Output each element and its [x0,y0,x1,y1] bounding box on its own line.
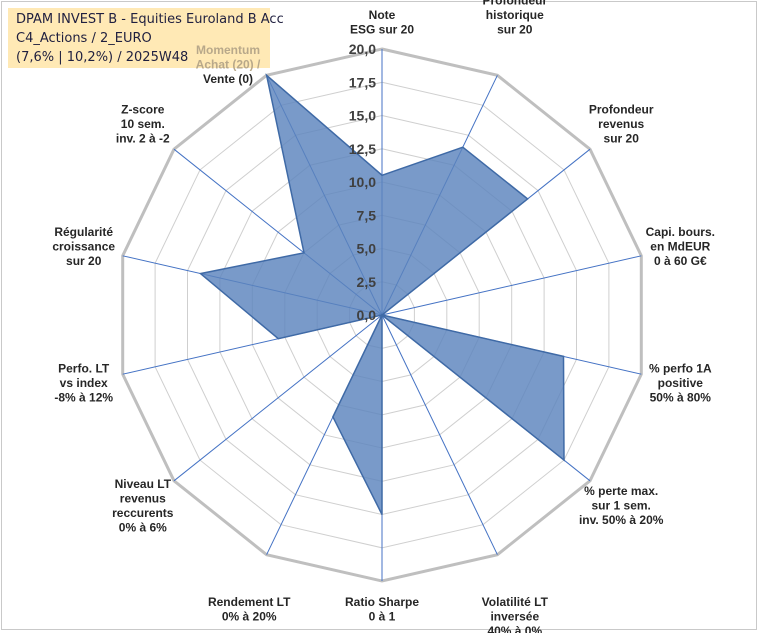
radar-axis-label: Rendement LT [208,595,291,609]
radar-data-point [381,514,383,515]
radar-axis-label: Volatilité LT [482,595,549,609]
radar-tick-label: 20,0 [349,41,376,57]
radar-axis-label: inv. 2 à -2 [116,132,170,146]
radar-axis-label: % perte max. [584,484,658,498]
radar-spoke [381,314,498,555]
radar-axis-label: revenus [598,117,644,131]
chart-title-box: DPAM INVEST B - Equities Euroland B Acc … [8,8,284,68]
radar-axis-label: Z-score [121,103,165,117]
radar-axis-label: 0 à 60 G€ [654,254,707,268]
radar-axis-label: Achat (20) / [196,58,261,72]
radar-axis-label: sur 20 [497,23,533,37]
radar-axis-label: Niveau LT [115,477,172,491]
radar-axis-label: 0 à 1 [369,610,396,624]
radar-data-point [266,74,268,76]
title-line-2: C4_Actions / 2_EURO [16,31,152,46]
radar-data-point [303,252,305,254]
radar-axis-label: Note [369,8,396,22]
radar-tick-label: 2,5 [357,274,377,290]
radar-axis-label: positive [658,376,704,390]
radar-data-point [563,459,565,461]
radar-spoke [381,255,642,316]
radar-data-point [462,146,464,148]
radar-axis-label: croissance [52,240,115,254]
radar-axis-label: Capi. bours. [646,225,715,239]
radar-tick-label: 12,5 [349,141,376,157]
radar-data-point [381,174,383,176]
radar-axis-label: Profondeur [482,0,547,8]
radar-axis-label: -8% à 12% [54,390,113,404]
radar-axis-label: ESG sur 20 [350,23,414,37]
title-line-3: (7,6% | 10,2%) / 2025W48 [16,50,189,65]
radar-tick-label: 17,5 [349,74,376,90]
radar-axis-label: Momentum [196,43,260,57]
radar-axis-label: 40% à 0% [487,624,542,633]
radar-tick-label: 10,0 [349,174,376,190]
radar-tick-label: 5,0 [357,241,377,257]
radar-axis-label: Régularité [54,225,113,239]
radar-axis-label: Ratio Sharpe [345,595,419,609]
radar-tick-label: 7,5 [357,207,377,223]
radar-data-point [527,198,529,200]
radar-axis-label: vs index [60,376,108,390]
radar-axis-label: revenus [120,491,166,505]
radar-data-point [200,273,201,275]
radar-axis-label: inversée [490,610,539,624]
radar-data-point [563,355,564,357]
radar-axis-label: reccurents [112,506,174,520]
radar-axis-label: inv. 50% à 20% [579,513,664,527]
radar-data-point [381,314,383,316]
radar-axis-label: sur 20 [66,254,102,268]
radar-axis-label: en MdEUR [650,240,710,254]
radar-spoke [173,314,383,482]
radar-axis-label: Profondeur [589,103,654,117]
radar-axis-label: sur 1 sem. [592,499,651,513]
title-line-1: DPAM INVEST B - Equities Euroland B Acc [16,12,284,27]
radar-data-point [332,416,334,418]
radar-axis-label: % perfo 1A [649,361,712,375]
radar-axis-label: 50% à 80% [650,390,712,404]
radar-tick-label: 0,0 [357,307,377,323]
radar-axis-label: 0% à 6% [119,520,167,534]
radar-axis-label: historique [486,8,544,22]
radar-axis-label: Perfo. LT [58,361,110,375]
radar-data-point [277,338,279,340]
radar-axis-label: Vente (0) [203,72,253,86]
radar-axis-label: 0% à 20% [222,610,277,624]
radar-axis-label: 10 sem. [121,117,165,131]
radar-tick-label: 15,0 [349,108,376,124]
radar-axis-label: sur 20 [604,132,640,146]
